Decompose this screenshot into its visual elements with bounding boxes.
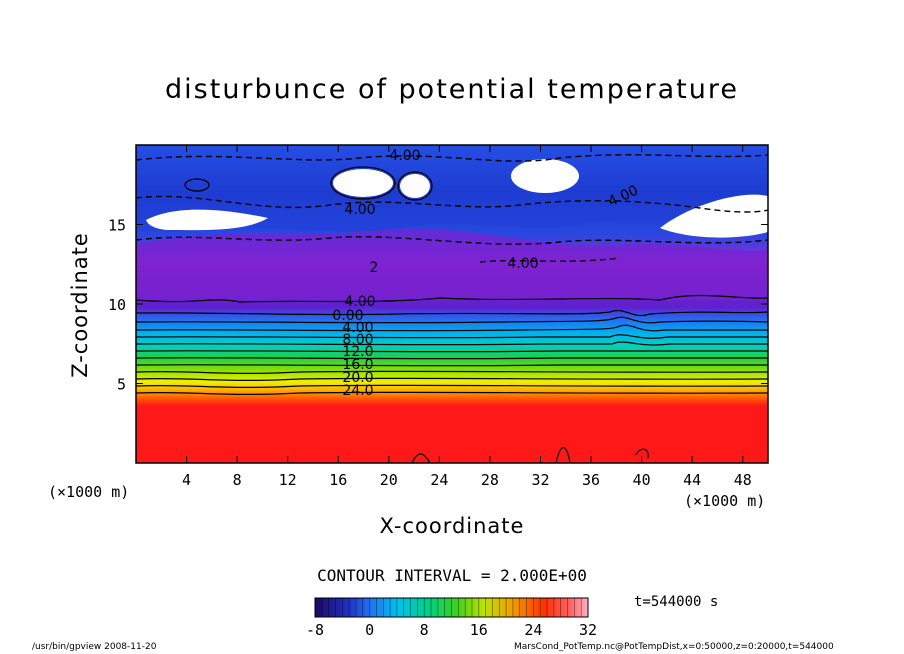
contour-label: 24.0 [342, 383, 373, 399]
colorbar-tick-label: 32 [579, 621, 597, 639]
contour-label: 12.0 [342, 344, 373, 360]
colorbar-tick-label: -8 [306, 621, 324, 639]
colorbar-tick-label: 0 [365, 621, 374, 639]
x-tick-label: 44 [683, 471, 701, 489]
x-tick-label: 48 [734, 471, 752, 489]
contour-label: 4.00 [507, 256, 538, 272]
time-label: t=544000 s [634, 594, 719, 610]
contour-label: 4.00 [344, 202, 375, 218]
contour-label: 4.00 [344, 294, 375, 310]
colorbar-tick-label: 24 [524, 621, 542, 639]
contour-label: 16.0 [342, 357, 373, 373]
contour-label: 4.00 [389, 148, 420, 164]
heatmap-field [136, 145, 768, 463]
x-tick-label: 36 [582, 471, 600, 489]
x-unit-label: (×1000 m) [684, 492, 766, 510]
colorbar-stripes [321, 598, 582, 617]
x-tick-label: 12 [279, 471, 297, 489]
x-axis-ticks: 4 8 12 16 20 24 28 32 36 40 44 48 [182, 145, 752, 489]
contour-label: 20.0 [342, 370, 373, 386]
footer-source: MarsCond_PotTemp.nc@PotTempDist,x=0:5000… [514, 642, 834, 652]
y-unit-label: (×1000 m) [48, 483, 130, 501]
colorbar-tick-label: 16 [470, 621, 488, 639]
y-tick-label: 15 [108, 217, 126, 235]
contour-label: 8.00 [342, 332, 373, 348]
y-tick-label: 5 [117, 376, 126, 394]
x-tick-label: 28 [481, 471, 499, 489]
x-tick-label: 16 [329, 471, 347, 489]
contour-label: 0.00 [332, 308, 363, 324]
colorbar-tick-label: 8 [420, 621, 429, 639]
contour-label: 2 [370, 260, 379, 276]
colorbar-ticks: -8 0 8 16 24 32 [306, 621, 597, 639]
chart-title: disturbunce of potential temperature [165, 74, 739, 105]
x-tick-label: 20 [380, 471, 398, 489]
y-axis-ticks: 5 10 15 [108, 217, 768, 394]
x-tick-label: 32 [531, 471, 549, 489]
x-tick-label: 4 [182, 471, 191, 489]
x-tick-label: 24 [430, 471, 448, 489]
y-axis-label: Z-coordinate [68, 232, 92, 378]
contour-label: 4.00 [342, 320, 373, 336]
y-tick-label: 10 [108, 296, 126, 314]
x-tick-label: 40 [633, 471, 651, 489]
x-axis-label: X-coordinate [379, 514, 525, 538]
contour-interval: CONTOUR INTERVAL = 2.000E+00 [317, 566, 587, 585]
footer-command: /usr/bin/gpview 2008-11-20 [32, 642, 157, 652]
x-tick-label: 8 [233, 471, 242, 489]
